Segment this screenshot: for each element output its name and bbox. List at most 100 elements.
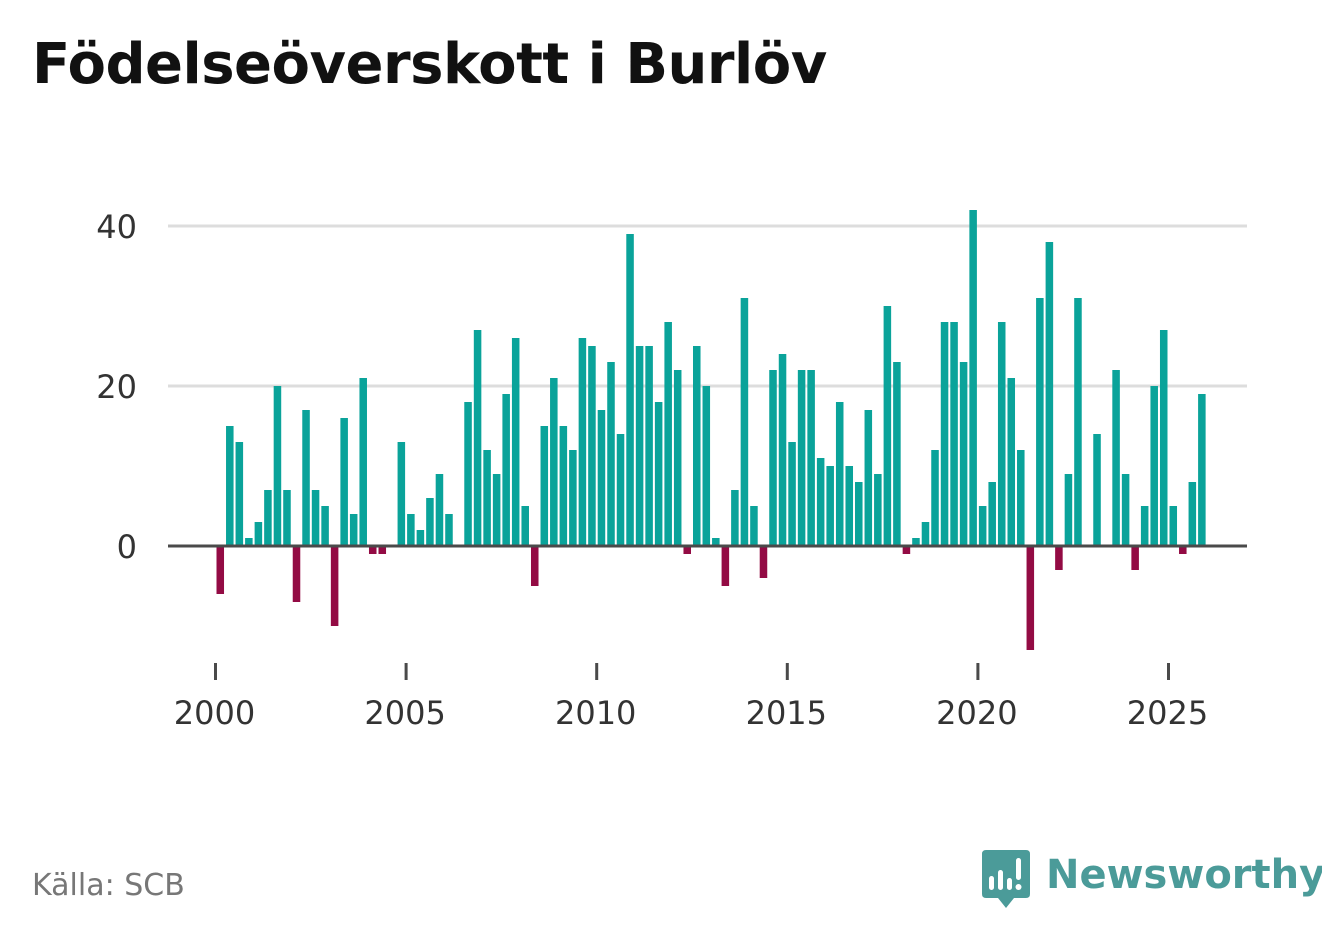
bar bbox=[426, 498, 434, 546]
bar bbox=[750, 506, 758, 546]
bar bbox=[673, 370, 682, 546]
bar bbox=[540, 426, 549, 546]
bar bbox=[664, 322, 672, 546]
bar bbox=[226, 426, 234, 546]
bar bbox=[988, 482, 996, 546]
bar bbox=[283, 490, 291, 546]
bar bbox=[588, 346, 596, 546]
grid-layer bbox=[168, 224, 1247, 388]
bar bbox=[635, 346, 644, 546]
bar bbox=[921, 522, 930, 546]
x-tick-label: 2020 bbox=[936, 694, 1017, 732]
bar bbox=[473, 330, 482, 546]
bar bbox=[368, 546, 377, 554]
bar bbox=[1169, 506, 1178, 546]
bar bbox=[769, 370, 777, 546]
x-axis: 2000 2005 2010 2015 2020 2025 bbox=[174, 663, 1208, 732]
bar bbox=[788, 442, 796, 546]
bar bbox=[816, 458, 825, 546]
bar bbox=[378, 546, 387, 554]
y-tick-label: 20 bbox=[96, 368, 137, 406]
x-tick-label: 2000 bbox=[174, 694, 255, 732]
brand-name: Newsworthy bbox=[1046, 852, 1322, 898]
bar bbox=[740, 298, 749, 546]
bar bbox=[855, 482, 863, 546]
bar bbox=[1017, 450, 1025, 546]
bar bbox=[940, 322, 949, 546]
bar bbox=[464, 402, 472, 546]
bar bbox=[893, 362, 901, 546]
bar bbox=[321, 506, 329, 546]
bar bbox=[1159, 330, 1168, 546]
bar bbox=[521, 506, 529, 546]
y-tick-label: 0 bbox=[117, 528, 137, 566]
bar bbox=[445, 514, 453, 546]
bar bbox=[969, 210, 977, 546]
bar bbox=[797, 370, 806, 546]
bar bbox=[845, 466, 854, 546]
bar bbox=[654, 402, 663, 546]
bar bbox=[349, 514, 358, 546]
bar bbox=[292, 546, 301, 602]
bar bbox=[407, 514, 415, 546]
bar bbox=[712, 538, 720, 546]
bar bbox=[902, 546, 911, 554]
bar bbox=[616, 434, 625, 546]
bar bbox=[1007, 378, 1016, 546]
bar bbox=[530, 546, 539, 586]
newsworthy-logo-icon bbox=[982, 850, 1030, 908]
bar bbox=[311, 490, 320, 546]
x-tick-label: 2025 bbox=[1127, 694, 1208, 732]
bar bbox=[1093, 434, 1101, 546]
bar-layer bbox=[216, 210, 1206, 650]
bar bbox=[550, 378, 558, 546]
brand-logo: Newsworthy bbox=[980, 848, 1322, 912]
bar bbox=[864, 410, 873, 546]
bar bbox=[874, 474, 882, 546]
bar bbox=[340, 418, 348, 546]
y-axis: 0 20 40 bbox=[96, 208, 137, 566]
chart: 0 20 40 2000 2005 2010 2015 2020 2025 bbox=[96, 208, 1247, 732]
bar bbox=[645, 346, 653, 546]
bar bbox=[511, 338, 520, 546]
bar bbox=[273, 386, 282, 546]
bar bbox=[1140, 506, 1149, 546]
bar bbox=[1150, 386, 1158, 546]
bar bbox=[569, 450, 577, 546]
bar bbox=[435, 474, 444, 546]
bar bbox=[626, 234, 634, 546]
bar bbox=[731, 490, 739, 546]
bar bbox=[978, 506, 987, 546]
bar bbox=[502, 394, 510, 546]
bar bbox=[959, 362, 968, 546]
bar bbox=[702, 386, 711, 546]
bar bbox=[1055, 546, 1063, 570]
bar bbox=[264, 490, 272, 546]
y-tick-label: 40 bbox=[96, 208, 137, 246]
bar bbox=[997, 322, 1006, 546]
bar bbox=[1045, 242, 1054, 546]
bar bbox=[397, 442, 406, 546]
bar bbox=[1188, 482, 1197, 546]
bar bbox=[235, 442, 244, 546]
bar bbox=[1036, 298, 1044, 546]
source-note: Källa: SCB bbox=[32, 868, 185, 903]
bar bbox=[1179, 546, 1187, 554]
bar bbox=[826, 466, 834, 546]
bar bbox=[216, 546, 225, 594]
bar bbox=[759, 546, 768, 578]
bar bbox=[721, 546, 730, 586]
bar bbox=[254, 522, 263, 546]
bar bbox=[807, 370, 815, 546]
bar bbox=[912, 538, 920, 546]
bar bbox=[492, 474, 501, 546]
bar bbox=[1198, 394, 1206, 546]
bar bbox=[302, 410, 310, 546]
bar bbox=[483, 450, 491, 546]
bar bbox=[597, 410, 606, 546]
bar bbox=[578, 338, 587, 546]
x-tick-label: 2015 bbox=[746, 694, 827, 732]
x-tick-label: 2005 bbox=[364, 694, 445, 732]
bar bbox=[559, 426, 568, 546]
bar bbox=[359, 378, 367, 546]
